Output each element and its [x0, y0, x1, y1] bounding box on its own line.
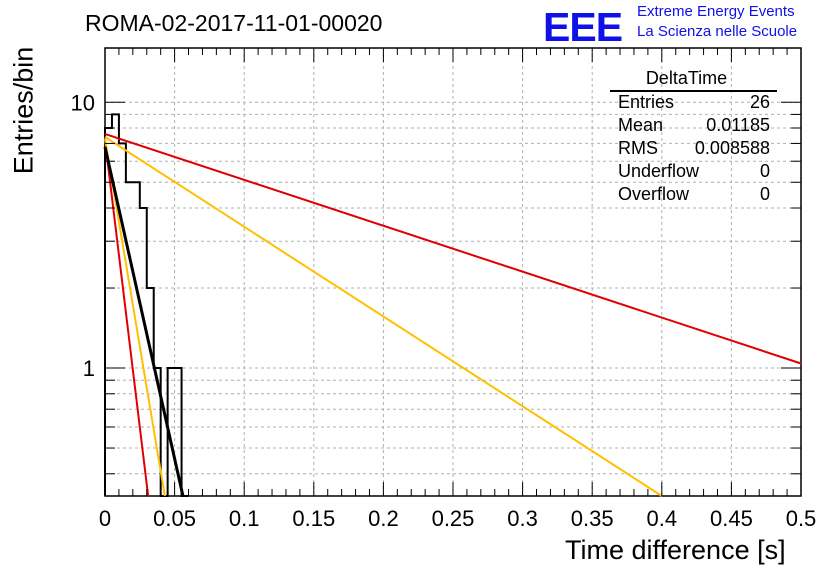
x-tick-label: 0.45	[710, 506, 753, 531]
stats-value: 0.008588	[694, 138, 770, 158]
x-tick-label: 0	[99, 506, 111, 531]
stats-divider	[610, 90, 777, 92]
stats-value: 26	[749, 92, 770, 112]
x-tick-label: 0.1	[229, 506, 260, 531]
x-tick-label: 0.4	[647, 506, 678, 531]
x-tick-label: 0.2	[368, 506, 399, 531]
stats-value: 0.01185	[706, 115, 770, 135]
histogram-outline	[104, 113, 189, 497]
chart-title: ROMA-02-2017-11-01-00020	[85, 10, 383, 36]
stats-value: 0	[759, 184, 770, 204]
x-tick-label: 0.15	[292, 506, 335, 531]
logo-line-2: La Scienza nelle Scuole	[637, 23, 798, 40]
stats-row-rms: RMS 0.008588	[618, 138, 770, 161]
fit-line	[104, 140, 150, 497]
stats-label: Underflow	[618, 161, 700, 181]
stats-row-mean: Mean 0.01185	[618, 115, 770, 138]
stats-title: DeltaTime	[645, 68, 728, 88]
y-tick-label: 1	[83, 356, 95, 381]
x-tick-label: 0.25	[432, 506, 475, 531]
x-tick-label: 0.35	[571, 506, 614, 531]
stats-label: Mean	[618, 115, 664, 135]
fit-line	[103, 146, 185, 497]
axis-ticks: 1 10 0 0.05 0.1 0.15 0.2 0.25 0.3 0.35 0.4 0.45 0.5	[71, 48, 817, 531]
fit-line	[104, 136, 663, 497]
logo-text: EEE	[543, 4, 623, 50]
stats-box: DeltaTime Entries 26 Mean 0.01185 RMS 0.…	[610, 68, 777, 204]
stats-label: Entries	[618, 92, 675, 112]
stats-row-entries: Entries 26	[618, 92, 770, 115]
x-tick-label: 0.5	[786, 506, 817, 531]
stats-label: RMS	[618, 138, 658, 158]
stats-row-overflow: Overflow 0	[618, 184, 770, 207]
fit-line	[104, 132, 802, 365]
logo-line-1: Extreme Energy Events	[637, 3, 795, 20]
x-tick-label: 0.05	[153, 506, 196, 531]
fit-lines	[103, 132, 802, 497]
y-tick-label: 10	[71, 90, 95, 115]
histogram	[104, 113, 189, 497]
y-axis-label: Entries/bin	[8, 46, 39, 175]
stats-value: 0	[759, 161, 770, 181]
stats-row-underflow: Underflow 0	[618, 161, 770, 184]
x-axis-label: Time difference [s]	[565, 535, 786, 565]
x-tick-label: 0.3	[507, 506, 538, 531]
stats-label: Overflow	[618, 184, 690, 204]
